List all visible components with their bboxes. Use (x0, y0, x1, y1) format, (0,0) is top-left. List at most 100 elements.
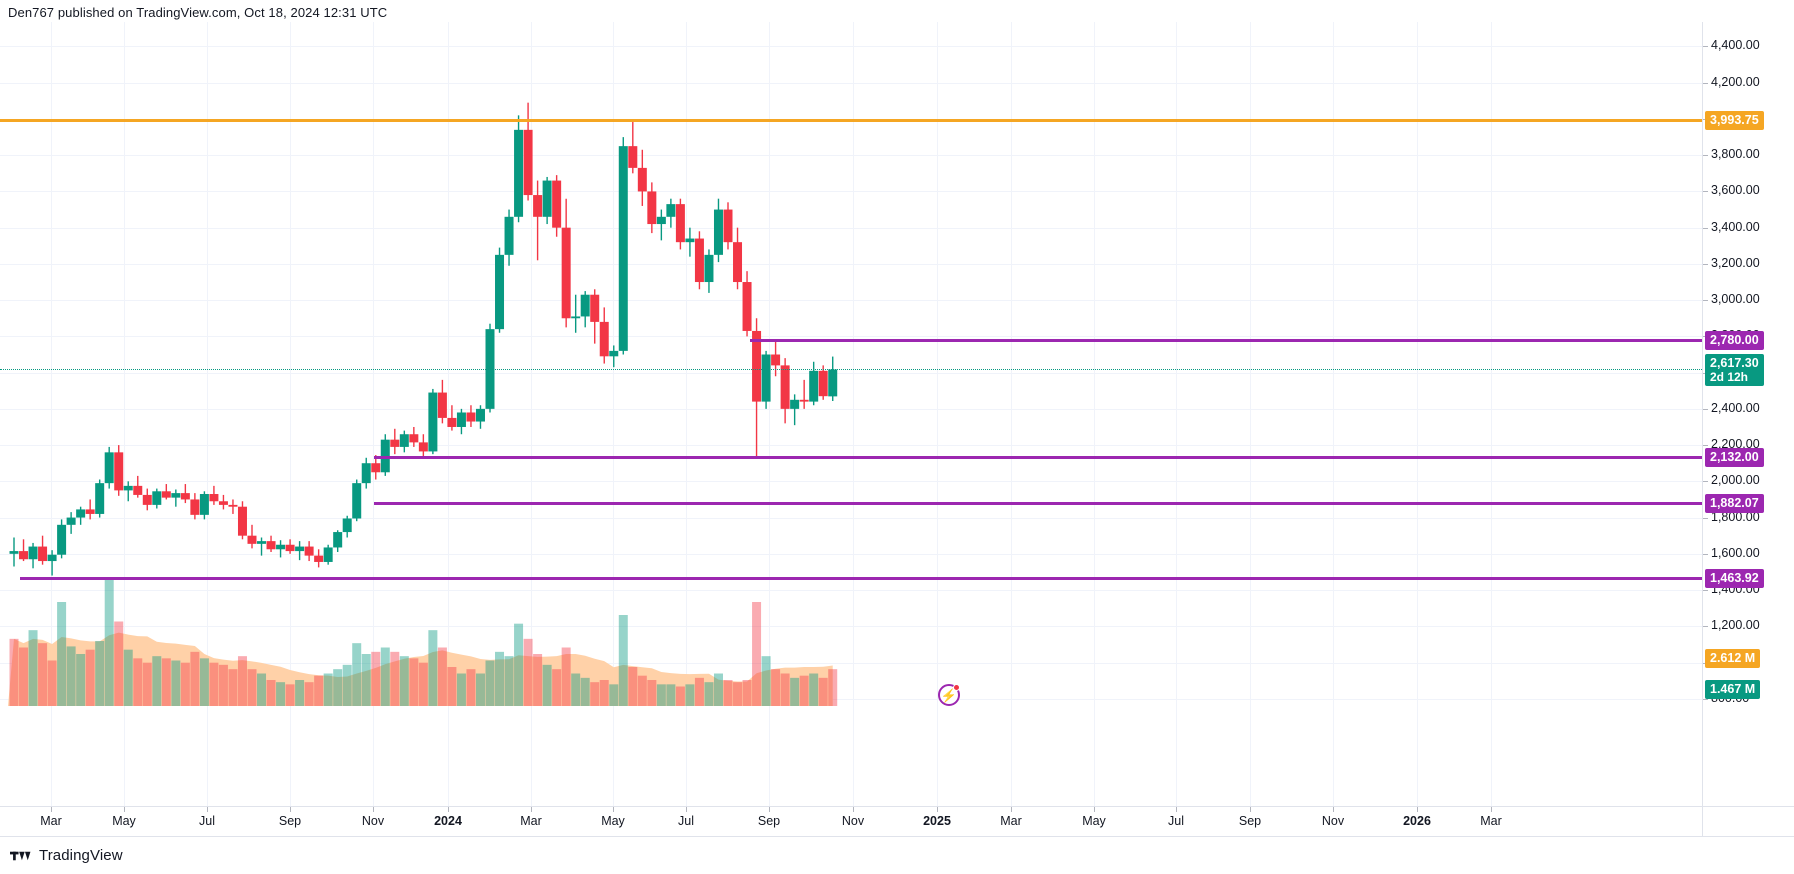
candle-body (95, 483, 105, 514)
price-tickmark (1703, 517, 1708, 519)
time-axis-label: Nov (841, 814, 865, 828)
candle-body (475, 408, 485, 422)
candle-body (85, 509, 95, 514)
level-line-level-1463[interactable] (20, 577, 1702, 581)
level-2780-badge[interactable]: 2,780.00 (1705, 331, 1764, 350)
volume-bar (523, 638, 533, 706)
candle-body (666, 204, 676, 217)
last-price-badge[interactable]: 2,617.30 2d 12h (1705, 354, 1764, 387)
candle-body (76, 509, 86, 518)
chart-pane[interactable]: ⚡ (0, 22, 1702, 806)
volume-bar (352, 643, 362, 706)
candle-body (333, 532, 343, 548)
time-axis-label: May (601, 814, 625, 828)
time-tickmark (1491, 807, 1492, 812)
time-tickmark (124, 807, 125, 812)
candle-body (790, 399, 800, 409)
price-tick-label: 2,000.00 (1711, 473, 1760, 488)
level-1882-badge[interactable]: 1,882.07 (1705, 493, 1764, 513)
volume-bar (514, 623, 524, 706)
candle-body (752, 330, 762, 402)
candle-body (295, 546, 305, 552)
candle-body (428, 392, 438, 452)
volume-bar (409, 658, 419, 706)
volume-bar (533, 654, 543, 706)
volume-bar (114, 621, 124, 706)
candle-body (19, 551, 29, 560)
level-line-level-1882[interactable] (374, 501, 1702, 505)
volume-bar (552, 669, 562, 706)
time-tickmark (613, 807, 614, 812)
candle-body (390, 439, 400, 447)
resistance-level-badge[interactable]: 3,993.75 (1705, 111, 1764, 131)
volume-bar (447, 667, 457, 706)
volume-ma-badge[interactable]: 2.612 M (1705, 649, 1761, 668)
candle-body (685, 238, 695, 243)
volume-bar (209, 662, 219, 706)
candle-body (647, 191, 657, 225)
time-tickmark (290, 807, 291, 812)
time-tickmark (207, 807, 208, 812)
price-axis[interactable]: 4,400.004,200.004,000.003,800.003,600.00… (1702, 22, 1794, 806)
volume-bar (628, 667, 638, 706)
price-tickmark (1703, 82, 1708, 84)
candle-body (342, 518, 352, 533)
volume-bar (828, 669, 838, 706)
price-tick-label: 4,400.00 (1711, 38, 1760, 53)
candle-body (571, 316, 581, 319)
candle-body (742, 282, 752, 331)
volume-bar (399, 656, 409, 706)
time-tickmark (686, 807, 687, 812)
level-1463-badge[interactable]: 1,463.92 (1705, 569, 1764, 589)
candle-body (656, 216, 666, 225)
level-line-level-2780[interactable] (750, 339, 1702, 342)
candle-body (133, 485, 143, 495)
time-axis-label: Jul (678, 814, 694, 828)
time-axis[interactable]: Mar May Jul Sep Nov 2024 Mar May Jul Sep Nov 2025 Ma… (0, 806, 1702, 836)
price-tickmark (1703, 553, 1708, 555)
level-line-level-2132[interactable] (374, 456, 1702, 460)
chart-plot-area[interactable]: ⚡ (0, 22, 1702, 806)
volume-bar (675, 686, 685, 706)
time-tickmark (448, 807, 449, 812)
gridline-vertical (1333, 22, 1334, 806)
price-tickmark (1703, 300, 1708, 302)
candle-body (552, 180, 562, 228)
volume-bar (599, 680, 609, 706)
level-line-last-price[interactable] (0, 369, 1702, 371)
volume-bar (580, 677, 590, 706)
volume-bar (57, 602, 67, 706)
time-axis-label: Jul (199, 814, 215, 828)
time-tickmark (531, 807, 532, 812)
volume-bar (656, 684, 666, 706)
volume-badge[interactable]: 1.467 M (1705, 680, 1761, 699)
volume-bar (104, 578, 114, 706)
gridline-vertical (1491, 22, 1492, 806)
tradingview-logo: TradingView (10, 847, 123, 864)
price-tickmark (1703, 445, 1708, 447)
candle-body (361, 463, 371, 484)
gridline-horizontal (0, 481, 1702, 483)
gridline-horizontal (0, 408, 1702, 410)
gridline-horizontal (0, 300, 1702, 302)
volume-bar (780, 673, 790, 706)
level-line-resistance[interactable] (0, 119, 1702, 123)
time-axis-label: 2025 (923, 814, 951, 828)
alert-dot-icon (953, 684, 960, 691)
price-tick-label: 3,000.00 (1711, 292, 1760, 307)
volume-bar (47, 660, 57, 706)
indicator-alert-badge[interactable]: ⚡ (938, 684, 960, 706)
candle-body (514, 129, 524, 217)
gridline-horizontal (0, 191, 1702, 193)
price-tickmark (1703, 408, 1708, 410)
gridline-vertical (686, 22, 687, 806)
volume-bar (142, 662, 152, 706)
candle-body (485, 329, 495, 409)
volume-bar (133, 658, 143, 706)
volume-bar (723, 680, 733, 706)
time-tickmark (1011, 807, 1012, 812)
level-2132-badge[interactable]: 2,132.00 (1705, 448, 1764, 468)
volume-bar (818, 677, 828, 706)
time-tickmark (937, 807, 938, 812)
volume-bar (76, 654, 86, 706)
